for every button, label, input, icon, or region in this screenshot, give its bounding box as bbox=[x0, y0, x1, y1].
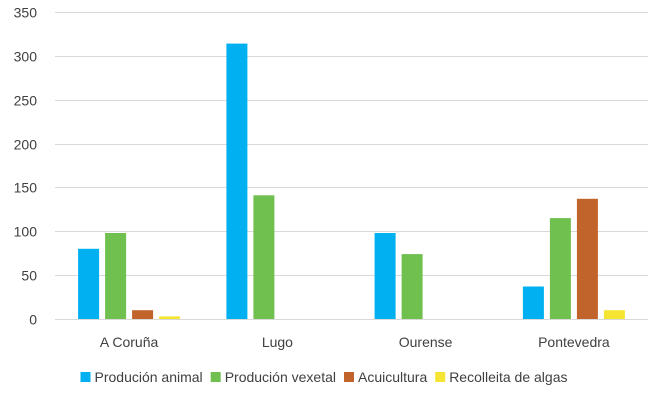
y-tick-label: 150 bbox=[14, 180, 38, 196]
legend-label: Acuicultura bbox=[358, 369, 427, 385]
legend: Produción animal Produción vexetal Acuicul… bbox=[80, 369, 567, 385]
y-tick-label: 200 bbox=[14, 137, 38, 153]
bar bbox=[522, 286, 544, 319]
bar bbox=[549, 218, 571, 319]
bar bbox=[374, 233, 396, 319]
bar bbox=[576, 198, 598, 319]
bar bbox=[105, 233, 127, 319]
y-tick-label: 100 bbox=[14, 224, 38, 240]
legend-swatch bbox=[344, 372, 354, 382]
x-category-label: Lugo bbox=[262, 334, 293, 350]
y-tick-label: 50 bbox=[21, 268, 37, 284]
grid-lines bbox=[55, 12, 648, 320]
legend-label: Recolleita de algas bbox=[449, 369, 567, 385]
bar bbox=[78, 248, 100, 319]
y-tick-label: 250 bbox=[14, 93, 38, 109]
y-tick-label: 300 bbox=[14, 49, 38, 65]
x-category-label: A Coruña bbox=[100, 334, 159, 350]
y-tick-label: 350 bbox=[14, 5, 38, 21]
bars bbox=[78, 43, 625, 319]
x-category-label: Ourense bbox=[399, 334, 453, 350]
legend-label: Produción animal bbox=[95, 369, 203, 385]
bar bbox=[253, 195, 275, 319]
legend-swatch bbox=[435, 372, 446, 382]
y-axis-ticks: 0 50 100 150 200 250 300 350 bbox=[14, 5, 38, 328]
bar bbox=[159, 316, 181, 319]
bar bbox=[401, 254, 423, 319]
y-tick-label: 0 bbox=[29, 312, 37, 328]
legend-swatch bbox=[210, 372, 221, 382]
bar bbox=[226, 43, 248, 319]
x-category-label: Pontevedra bbox=[538, 334, 610, 350]
legend-swatch bbox=[80, 372, 91, 382]
x-axis-categories: A Coruña Lugo Ourense Pontevedra bbox=[100, 334, 610, 350]
bar bbox=[603, 310, 625, 319]
bar bbox=[132, 310, 154, 319]
legend-label: Produción vexetal bbox=[225, 369, 336, 385]
